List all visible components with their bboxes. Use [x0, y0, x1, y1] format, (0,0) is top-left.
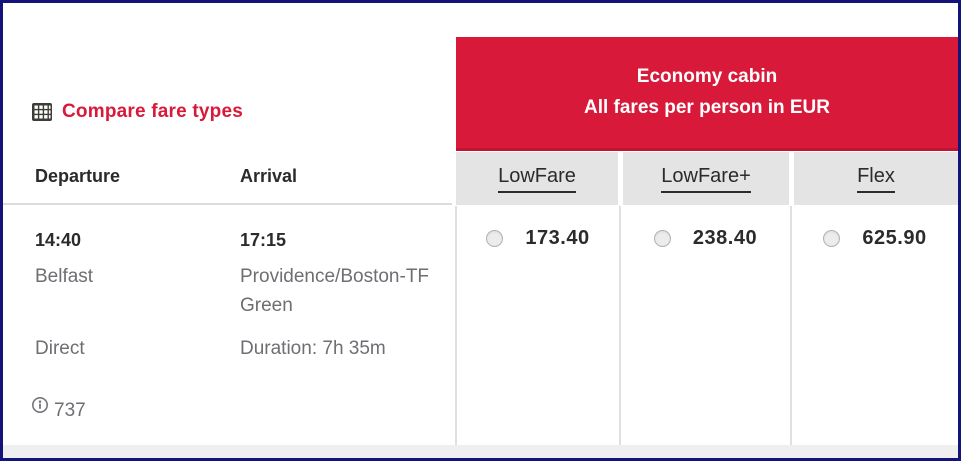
arrival-city: Providence/Boston-TF Green: [240, 266, 430, 316]
departure-time: 14:40: [35, 230, 82, 250]
aircraft-number: 737: [54, 400, 86, 421]
arrival-time: 17:15: [240, 230, 287, 250]
fare-price-lowfare: 173.40: [525, 226, 590, 249]
compare-fare-types-label: Compare fare types: [62, 101, 244, 122]
fare-type-header-lowfareplus: LowFare+: [623, 152, 789, 205]
cabin-subtitle: All fares per person in EUR: [583, 97, 830, 118]
departure-column-header: Departure: [35, 166, 121, 186]
compare-fare-types-link[interactable]: Compare fare types: [31, 101, 243, 123]
fare-price-flex: 625.90: [862, 226, 927, 249]
fare-type-link-lowfareplus[interactable]: LowFare+: [661, 165, 751, 193]
fare-radio-lowfareplus[interactable]: [653, 229, 671, 247]
fare-option-lowfare: 173.40: [457, 218, 619, 258]
fare-type-header-lowfare: LowFare: [456, 152, 618, 205]
fare-radio-flex[interactable]: [823, 229, 841, 247]
column-separator: [455, 206, 457, 445]
fare-option-lowfareplus: 238.40: [621, 218, 790, 258]
table-grid-icon: [32, 103, 52, 121]
cabin-title: Economy cabin: [636, 66, 778, 87]
arrival-column-header: Arrival: [240, 166, 298, 186]
stops-label: Direct: [35, 338, 85, 359]
page-background-strip: [0, 445, 961, 459]
cabin-header: Economy cabin All fares per person in EU…: [456, 37, 958, 151]
fare-radio-lowfare[interactable]: [486, 229, 504, 247]
fare-price-lowfareplus: 238.40: [692, 226, 758, 249]
header-divider: [3, 203, 452, 205]
aircraft-info[interactable]: 737: [31, 396, 86, 422]
fare-type-header-flex: Flex: [794, 152, 958, 205]
fare-option-flex: 625.90: [792, 218, 958, 258]
column-separator: [790, 206, 792, 445]
departure-city: Belfast: [35, 266, 94, 287]
info-icon: [32, 397, 48, 413]
fare-type-link-flex[interactable]: Flex: [857, 165, 895, 193]
fare-type-link-lowfare[interactable]: LowFare: [498, 165, 576, 193]
duration-label: Duration: 7h 35m: [240, 338, 386, 359]
column-separator: [619, 206, 621, 445]
